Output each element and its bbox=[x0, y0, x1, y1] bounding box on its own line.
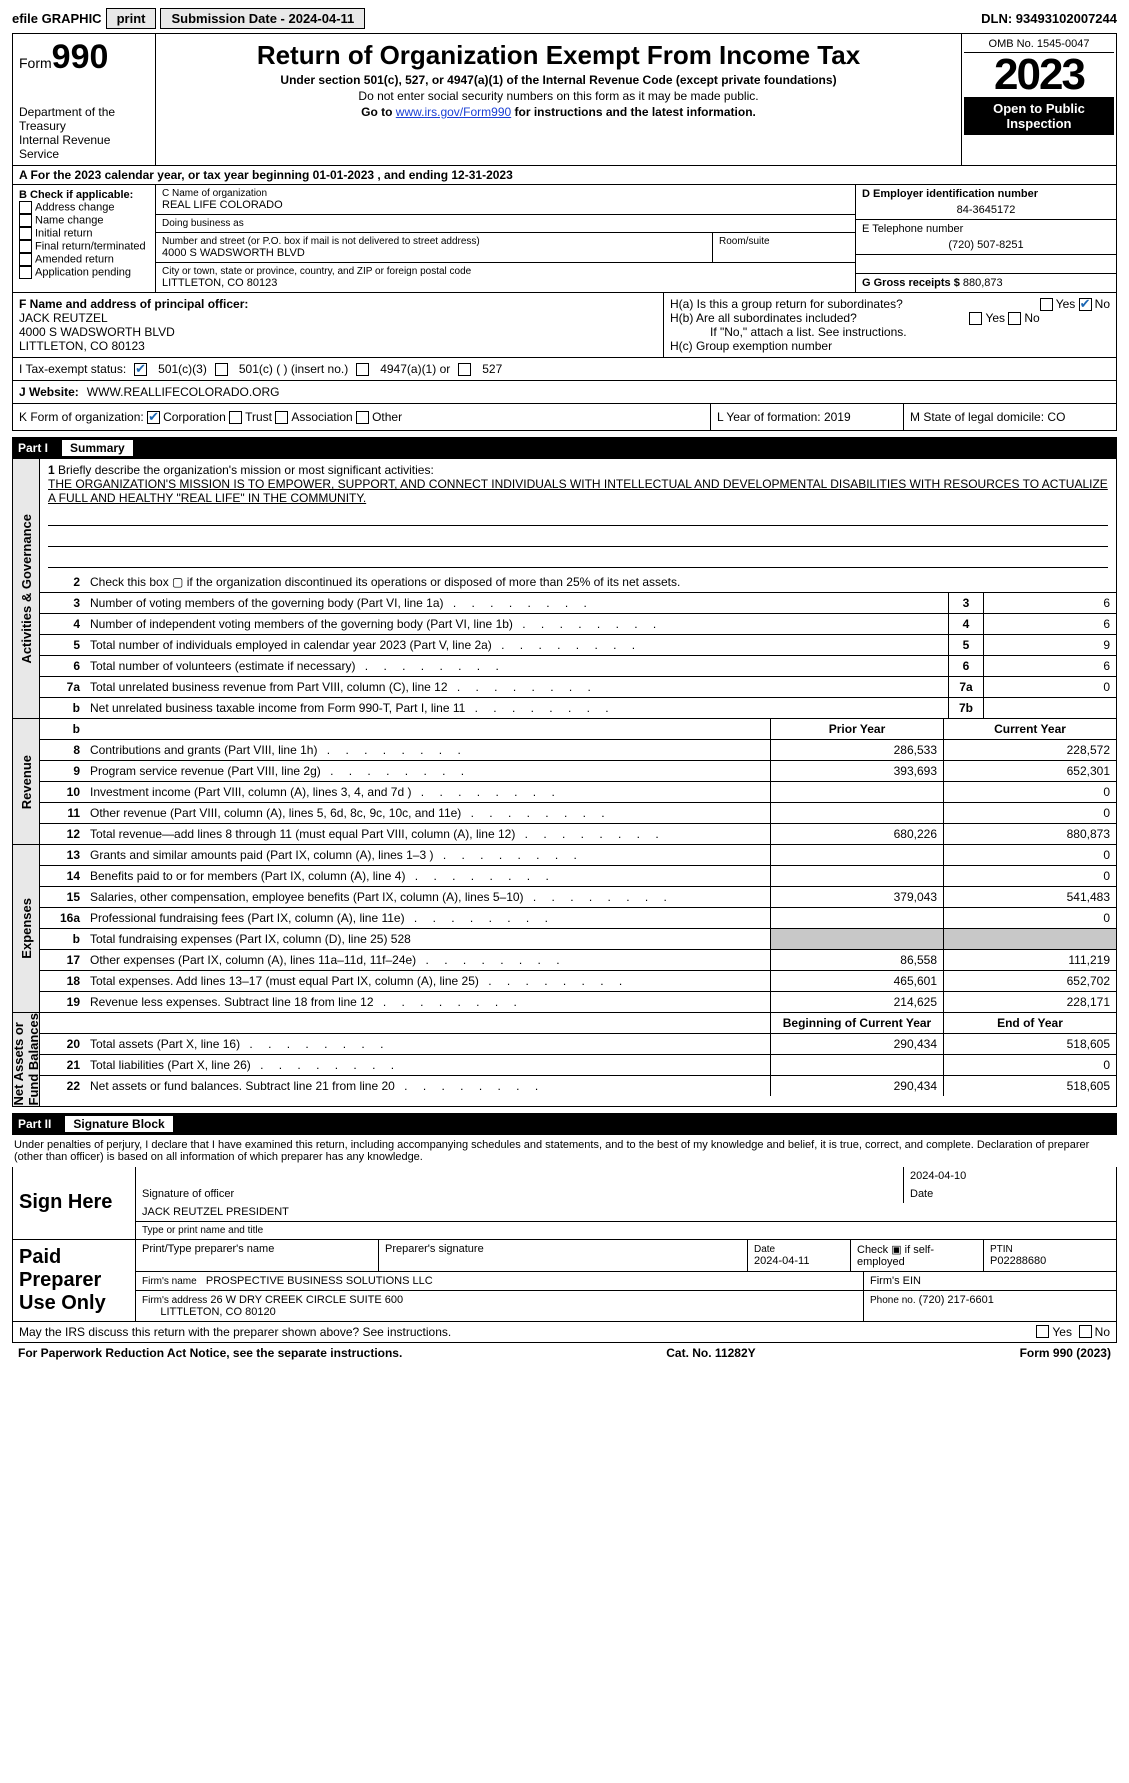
cb-discuss-yes[interactable] bbox=[1036, 1325, 1049, 1338]
side-label-rev: Revenue bbox=[19, 755, 34, 809]
boy-head: Beginning of Current Year bbox=[770, 1013, 943, 1033]
cb-ha-yes[interactable] bbox=[1040, 298, 1053, 311]
side-label-net: Net Assets or Fund Balances bbox=[11, 1013, 41, 1105]
part-2-header: Part II Signature Block bbox=[12, 1113, 1117, 1135]
sign-date: 2024-04-10 bbox=[904, 1167, 1116, 1185]
city-state-zip: LITTLETON, CO 80123 bbox=[162, 277, 849, 289]
prior-year-head: Prior Year bbox=[770, 719, 943, 739]
paid-preparer-label: Paid Preparer Use Only bbox=[13, 1240, 136, 1321]
cb-address-change[interactable] bbox=[19, 201, 32, 214]
cb-hb-yes[interactable] bbox=[969, 312, 982, 325]
ptin: P02288680 bbox=[990, 1255, 1046, 1267]
box-deg: D Employer identification number 84-3645… bbox=[855, 185, 1116, 292]
cb-4947[interactable] bbox=[356, 363, 369, 376]
box-b-checkboxes: B Check if applicable: Address change Na… bbox=[13, 185, 156, 292]
form-990-page: efile GRAPHIC print Submission Date - 20… bbox=[0, 0, 1129, 1371]
cb-amended[interactable] bbox=[19, 253, 32, 266]
row-i-tax-status: I Tax-exempt status: 501(c)(3) 501(c) ( … bbox=[12, 358, 1117, 381]
year-formation: L Year of formation: 2019 bbox=[711, 404, 904, 430]
form-title: Return of Organization Exempt From Incom… bbox=[164, 40, 953, 71]
mission-text: THE ORGANIZATION'S MISSION IS TO EMPOWER… bbox=[48, 477, 1108, 505]
phone: (720) 507-8251 bbox=[862, 235, 1110, 251]
revenue-section: Revenue b Prior Year Current Year 8Contr… bbox=[12, 719, 1117, 845]
form-subtitle: Under section 501(c), 527, or 4947(a)(1)… bbox=[164, 73, 953, 87]
cb-corp[interactable] bbox=[147, 411, 160, 424]
open-public-badge: Open to Public Inspection bbox=[964, 97, 1114, 135]
efile-label: efile GRAPHIC bbox=[12, 11, 102, 26]
officer-name: JACK REUTZEL bbox=[19, 311, 108, 325]
street-address: 4000 S WADSWORTH BLVD bbox=[162, 247, 706, 259]
org-info-grid: B Check if applicable: Address change Na… bbox=[12, 185, 1117, 293]
header-left: Form990 Department of the Treasury Inter… bbox=[13, 34, 156, 165]
cb-app-pending[interactable] bbox=[19, 266, 32, 279]
firm-phone: (720) 217-6601 bbox=[919, 1294, 994, 1306]
side-label-gov: Activities & Governance bbox=[19, 514, 34, 664]
irs-link[interactable]: www.irs.gov/Form990 bbox=[396, 105, 511, 119]
row-a-tax-year: A For the 2023 calendar year, or tax yea… bbox=[12, 166, 1117, 185]
form-header: Form990 Department of the Treasury Inter… bbox=[12, 33, 1117, 166]
print-button[interactable]: print bbox=[106, 8, 157, 29]
cb-other[interactable] bbox=[356, 411, 369, 424]
form-number: Form990 bbox=[19, 38, 149, 77]
firm-address: 26 W DRY CREEK CIRCLE SUITE 600 bbox=[210, 1294, 403, 1306]
discuss-row: May the IRS discuss this return with the… bbox=[12, 1322, 1117, 1343]
officer-name-title: JACK REUTZEL PRESIDENT bbox=[136, 1203, 1116, 1222]
part-1-header: Part I Summary bbox=[12, 437, 1117, 459]
goto-note: Go to www.irs.gov/Form990 for instructio… bbox=[164, 105, 953, 119]
page-footer: For Paperwork Reduction Act Notice, see … bbox=[12, 1343, 1117, 1363]
perjury-statement: Under penalties of perjury, I declare th… bbox=[12, 1135, 1117, 1167]
cb-527[interactable] bbox=[458, 363, 471, 376]
signature-block: Sign Here 2024-04-10 Signature of office… bbox=[12, 1167, 1117, 1322]
cb-discuss-no[interactable] bbox=[1079, 1325, 1092, 1338]
activities-governance-section: Activities & Governance 1 Briefly descri… bbox=[12, 459, 1117, 719]
cb-final-return[interactable] bbox=[19, 240, 32, 253]
expenses-section: Expenses 13Grants and similar amounts pa… bbox=[12, 845, 1117, 1013]
dln-label: DLN: 93493102007244 bbox=[981, 11, 1117, 26]
sign-here-label: Sign Here bbox=[13, 1167, 136, 1239]
cb-501c[interactable] bbox=[215, 363, 228, 376]
cb-501c3[interactable] bbox=[134, 363, 147, 376]
header-right: OMB No. 1545-0047 2023 Open to Public In… bbox=[961, 34, 1116, 165]
dept-treasury: Department of the Treasury Internal Reve… bbox=[19, 105, 149, 161]
cb-assoc[interactable] bbox=[275, 411, 288, 424]
net-assets-section: Net Assets or Fund Balances Beginning of… bbox=[12, 1013, 1117, 1106]
state-domicile: M State of legal domicile: CO bbox=[904, 404, 1116, 430]
tax-year: 2023 bbox=[964, 53, 1114, 97]
website: WWW.REALLIFECOLORADO.ORG bbox=[87, 385, 280, 399]
side-label-exp: Expenses bbox=[19, 898, 34, 959]
submission-date-button[interactable]: Submission Date - 2024-04-11 bbox=[160, 8, 365, 29]
cb-hb-no[interactable] bbox=[1008, 312, 1021, 325]
org-name: REAL LIFE COLORADO bbox=[162, 199, 849, 211]
ssn-note: Do not enter social security numbers on … bbox=[164, 89, 953, 103]
gross-receipts: 880,873 bbox=[963, 277, 1003, 289]
row-f-h: F Name and address of principal officer:… bbox=[12, 293, 1117, 358]
box-c-org: C Name of organization REAL LIFE COLORAD… bbox=[156, 185, 855, 292]
firm-name: PROSPECTIVE BUSINESS SOLUTIONS LLC bbox=[206, 1275, 433, 1287]
cb-trust[interactable] bbox=[229, 411, 242, 424]
top-bar: efile GRAPHIC print Submission Date - 20… bbox=[12, 8, 1117, 29]
row-klm: K Form of organization: Corporation Trus… bbox=[12, 404, 1117, 431]
cb-ha-no[interactable] bbox=[1079, 298, 1092, 311]
cb-name-change[interactable] bbox=[19, 214, 32, 227]
current-year-head: Current Year bbox=[943, 719, 1116, 739]
eoy-head: End of Year bbox=[943, 1013, 1116, 1033]
header-middle: Return of Organization Exempt From Incom… bbox=[156, 34, 961, 165]
cb-initial-return[interactable] bbox=[19, 227, 32, 240]
row-j-website: J Website: WWW.REALLIFECOLORADO.ORG bbox=[12, 381, 1117, 404]
ein: 84-3645172 bbox=[862, 200, 1110, 216]
